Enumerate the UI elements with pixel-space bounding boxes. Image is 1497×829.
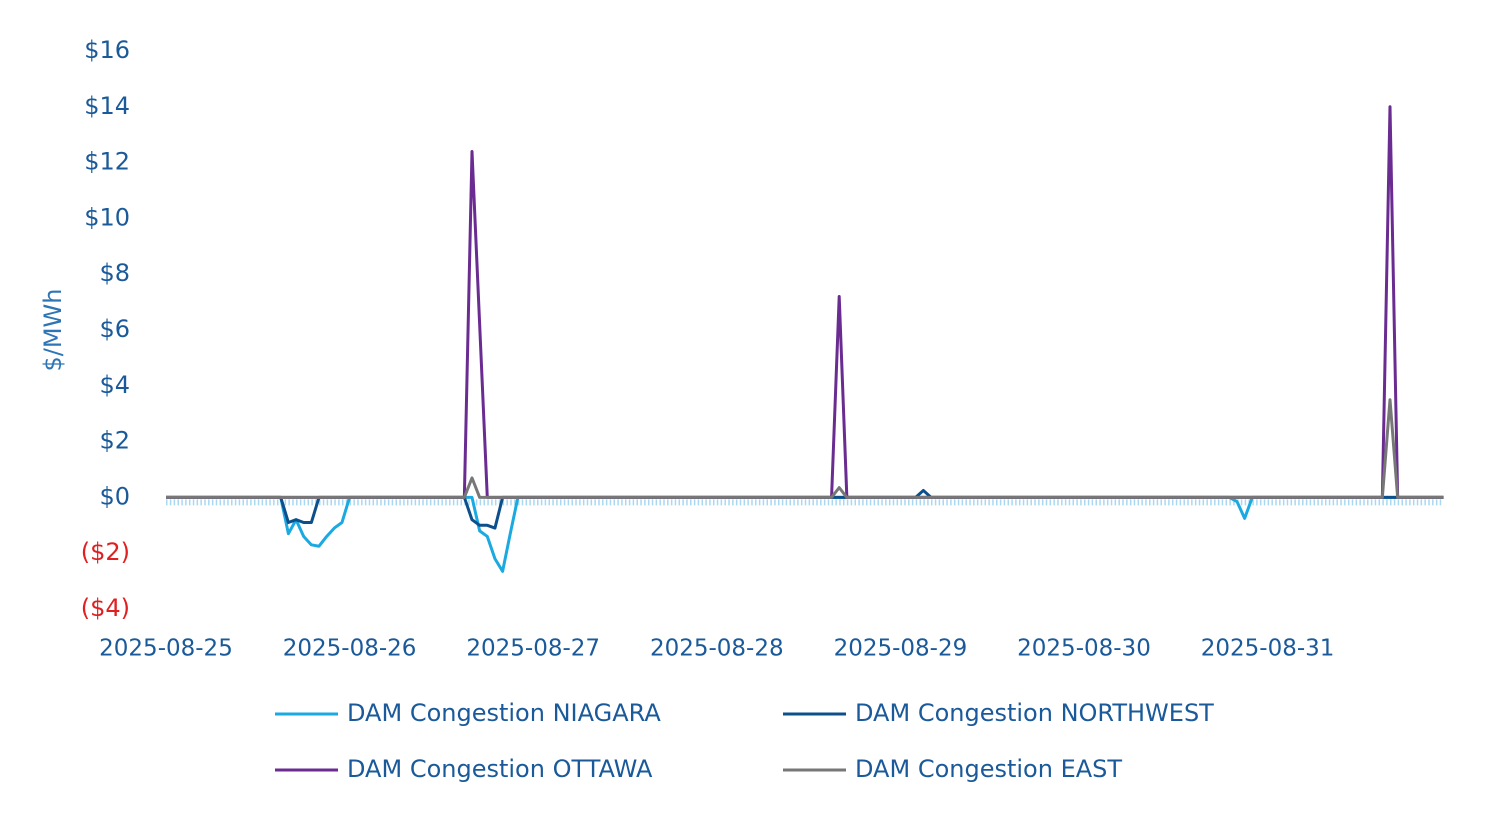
series-line (166, 495, 1444, 573)
y-tick-label: ($2) (81, 538, 130, 566)
legend-label: DAM Congestion NORTHWEST (855, 699, 1214, 727)
x-tick-label: 2025-08-25 (99, 636, 233, 662)
x-tick-label: 2025-08-27 (466, 636, 600, 662)
legend-label: DAM Congestion NIAGARA (347, 699, 661, 727)
x-tick-label: 2025-08-28 (650, 636, 784, 662)
y-tick-label: $8 (99, 259, 130, 287)
y-tick-label: $6 (99, 315, 130, 343)
y-tick-label: ($4) (81, 594, 130, 622)
x-tick-label: 2025-08-30 (1017, 636, 1151, 662)
series-line (166, 398, 1444, 499)
y-tick-label: $16 (84, 36, 130, 64)
y-tick-label: $0 (99, 482, 130, 510)
x-tick-label: 2025-08-26 (283, 636, 417, 662)
y-tick-label: $4 (99, 371, 130, 399)
y-tick-label: $10 (84, 203, 130, 231)
y-tick-label: $2 (99, 427, 130, 455)
y-axis-label: $/MWh (39, 288, 67, 371)
y-tick-label: $12 (84, 148, 130, 176)
y-tick-label: $14 (84, 92, 130, 120)
legend-label: DAM Congestion OTTAWA (347, 755, 653, 783)
x-tick-label: 2025-08-29 (834, 636, 968, 662)
x-tick-label: 2025-08-31 (1201, 636, 1335, 662)
legend-label: DAM Congestion EAST (855, 755, 1122, 783)
series-line (166, 105, 1444, 499)
